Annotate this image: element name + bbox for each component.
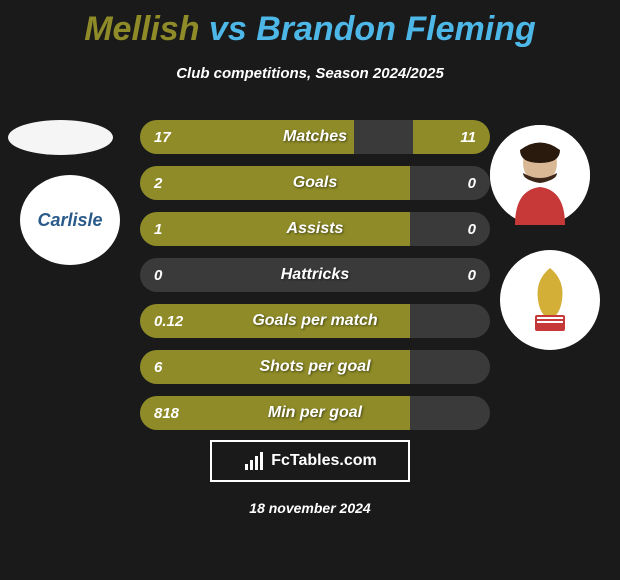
- player1-club-name: Carlisle: [37, 210, 102, 231]
- stat-label: Assists: [140, 212, 490, 246]
- stat-label: Goals per match: [140, 304, 490, 338]
- subtitle: Club competitions, Season 2024/2025: [0, 65, 620, 82]
- stat-row: 00Hattricks: [140, 258, 490, 292]
- stats-container: 1711Matches 20Goals 10Assists 00Hattricks 0.…: [140, 120, 490, 442]
- stat-row: 818Min per goal: [140, 396, 490, 430]
- chart-icon: [243, 450, 265, 472]
- stat-row: 10Assists: [140, 212, 490, 246]
- title-vs: vs: [209, 10, 247, 48]
- stat-row: 0.12Goals per match: [140, 304, 490, 338]
- title-player1: Mellish: [84, 10, 199, 48]
- footer-brand-text: FcTables.com: [271, 452, 377, 470]
- stat-row: 20Goals: [140, 166, 490, 200]
- player1-club-badge: Carlisle: [20, 175, 120, 265]
- stat-label: Hattricks: [140, 258, 490, 292]
- page-title: Mellish vs Brandon Fleming: [0, 0, 620, 49]
- stat-label: Min per goal: [140, 396, 490, 430]
- stat-label: Shots per goal: [140, 350, 490, 384]
- player1-avatar: [8, 120, 113, 155]
- stat-label: Matches: [140, 120, 490, 154]
- footer-brand: FcTables.com: [210, 440, 410, 482]
- player2-club-badge: [500, 250, 600, 350]
- stat-row: 1711Matches: [140, 120, 490, 154]
- stat-row: 6Shots per goal: [140, 350, 490, 384]
- date-text: 18 november 2024: [0, 500, 620, 516]
- stat-label: Goals: [140, 166, 490, 200]
- title-player2: Brandon Fleming: [256, 10, 536, 48]
- player2-avatar: [490, 125, 590, 225]
